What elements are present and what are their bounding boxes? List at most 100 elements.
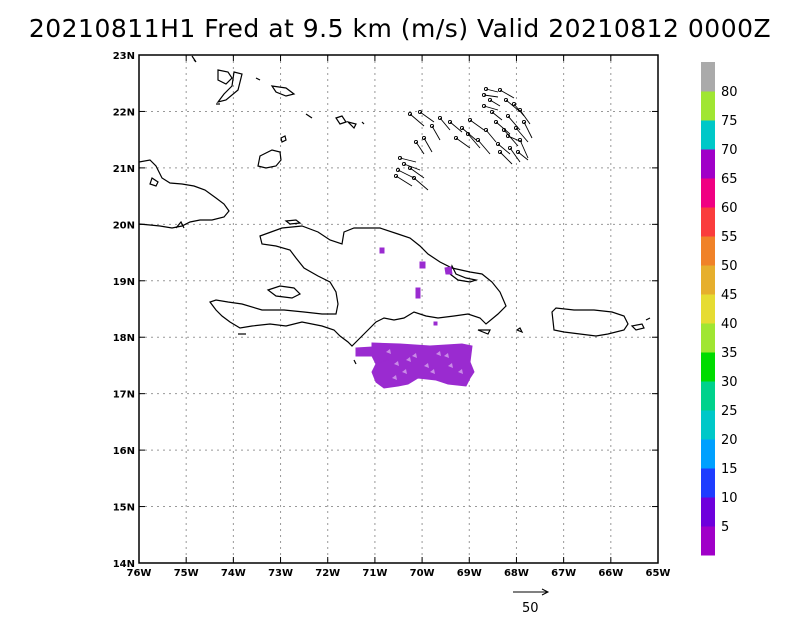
coastline-tortuga	[284, 219, 302, 225]
wind-vector-origin	[515, 149, 521, 155]
colorbar-label: 25	[721, 404, 738, 419]
lon-label: 66W	[598, 568, 623, 579]
wind-speed-area	[415, 287, 421, 299]
wind-vector	[409, 167, 425, 179]
wind-vector	[489, 99, 501, 107]
colorbar: 5 10 15 20 25 30 35 40 45 50 55 60 65 70 75 80	[701, 62, 738, 556]
wind-speed-speckle	[394, 361, 399, 366]
wind-vector	[515, 127, 529, 143]
lon-label: 74W	[221, 568, 246, 579]
colorbar-segment	[701, 120, 715, 150]
wind-speed-area	[379, 247, 385, 254]
coastline-bahamas-7	[305, 113, 313, 119]
wind-vector-origin	[453, 135, 459, 141]
wind-vector	[503, 129, 519, 147]
colorbar-segment	[701, 497, 715, 527]
wind-vector	[523, 121, 533, 139]
wind-vector	[399, 157, 417, 163]
coastline-bahamas-6	[346, 120, 357, 130]
wind-speed-speckle	[406, 357, 411, 362]
wind-vector	[415, 141, 425, 155]
colorbar-segment	[701, 410, 715, 440]
wind-vector-origin	[447, 119, 453, 125]
colorbar-segment	[701, 468, 715, 498]
wind-speed-speckle	[458, 369, 463, 374]
wind-speed-speckle	[386, 349, 391, 354]
coastline-bahamas-1	[217, 69, 233, 85]
coastline-gonave	[266, 285, 302, 299]
coastline-bahamas-2	[216, 71, 243, 103]
wind-vector-origin	[489, 109, 495, 115]
wind-vector-origin	[521, 119, 527, 125]
wind-vector-origin	[505, 113, 511, 119]
lon-label: 75W	[174, 568, 199, 579]
colorbar-label: 35	[721, 346, 738, 361]
wind-speed-speckle	[392, 375, 397, 380]
wind-speed-area	[371, 342, 475, 389]
wind-vector	[477, 139, 491, 155]
wind-vector-origin	[511, 101, 517, 107]
colorbar-label: 70	[721, 143, 738, 158]
lat-label: 23N	[113, 51, 135, 62]
lat-label: 16N	[113, 446, 135, 457]
colorbar-label: 15	[721, 462, 738, 477]
lon-label: 76W	[127, 568, 152, 579]
wind-vector	[509, 147, 521, 163]
wind-speed-speckle	[402, 369, 407, 374]
wind-vector	[485, 88, 499, 93]
graticule-grid	[139, 55, 658, 563]
coastline-great-inagua	[257, 149, 282, 169]
wind-speed-speckle	[424, 363, 429, 368]
wind-vector	[483, 94, 499, 98]
wind-speed-speckle	[436, 351, 441, 356]
coastline-culebra	[645, 317, 651, 321]
wind-vector	[497, 143, 511, 155]
vector-scale: 50	[513, 588, 550, 616]
wind-vector	[469, 119, 485, 131]
coastline-bahamas-5	[335, 115, 347, 125]
wind-speed-shading	[355, 247, 475, 389]
colorbar-segment	[701, 178, 715, 208]
colorbar-segment	[701, 526, 715, 556]
wind-vector-origin	[497, 149, 503, 155]
wind-vector	[519, 109, 531, 125]
colorbar-segment	[701, 439, 715, 469]
wind-speed-speckle	[444, 353, 449, 358]
colorbar-label: 30	[721, 375, 738, 390]
wind-vector	[431, 125, 441, 141]
wind-speed-area	[433, 321, 438, 326]
lat-label: 19N	[113, 277, 135, 288]
wind-speed-area	[444, 266, 453, 275]
wind-vector	[505, 99, 519, 111]
lat-label: 18N	[113, 333, 135, 344]
wind-vector-origin	[401, 161, 407, 167]
coastline-small-1	[515, 327, 524, 334]
colorbar-label: 55	[721, 230, 738, 245]
vector-scale-label: 50	[522, 601, 539, 616]
wind-vector-origin	[395, 167, 401, 173]
wind-vector-origin	[503, 97, 509, 103]
coastline-vieques	[630, 323, 645, 331]
coastline-saona	[477, 329, 491, 335]
wind-vector	[413, 177, 429, 191]
lat-label: 14N	[113, 559, 135, 570]
coastline-beata	[353, 359, 357, 365]
coastline-bahamas-3	[270, 85, 296, 97]
wind-vector-origin	[493, 119, 499, 125]
wind-vector-origin	[497, 87, 503, 93]
coastline-cuba-point	[175, 220, 185, 229]
colorbar-segment	[701, 62, 715, 92]
wind-vector	[409, 113, 425, 127]
vector-scale-arrowhead	[541, 588, 550, 596]
wind-speed-speckle	[430, 369, 435, 374]
wind-vector	[485, 129, 497, 143]
map-title: 20210811H1 Fred at 9.5 km (m/s) Valid 20…	[28, 14, 772, 43]
wind-vector	[483, 105, 499, 111]
wind-vector	[507, 135, 523, 143]
lon-label: 68W	[504, 568, 529, 579]
wind-vector-origin	[413, 139, 419, 145]
wind-vector-origin	[495, 141, 501, 147]
longitude-labels: 76W 75W 74W 73W 72W 71W 70W 69W 68W 67W 66W 65W	[127, 568, 671, 579]
